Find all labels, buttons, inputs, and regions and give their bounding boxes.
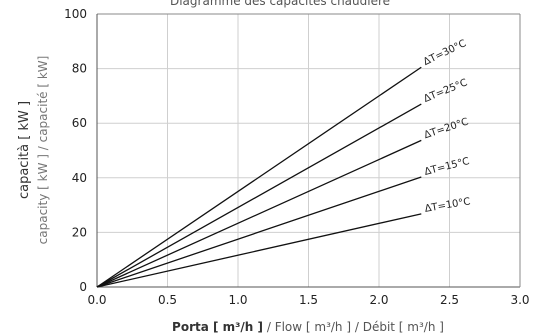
tick-labels: 0.0 0.5 1.0 1.5 2.0 2.5 3.0 0 20 40 60 80 100 bbox=[64, 7, 529, 307]
y-tick-label: 100 bbox=[64, 7, 87, 21]
y-tick-label: 0 bbox=[79, 280, 87, 294]
series-line bbox=[96, 139, 422, 288]
series-label: ΔT=15°C bbox=[423, 156, 470, 178]
y-tick-label: 60 bbox=[72, 116, 87, 130]
x-tick-label: 0.0 bbox=[87, 293, 106, 307]
series-label: ΔT=30°C bbox=[422, 38, 468, 68]
x-axis-label-main: Porta [ m³/h ] bbox=[172, 320, 263, 334]
x-axis-label-secondary: / Flow [ m³/h ] / Débit [ m³/h ] bbox=[263, 320, 444, 334]
y-tick-label: 40 bbox=[72, 171, 87, 185]
series-line bbox=[96, 213, 422, 288]
grid bbox=[97, 13, 520, 287]
x-axis-label: Porta [ m³/h ] / Flow [ m³/h ] / Débit [… bbox=[172, 320, 444, 334]
x-tick-label: 1.5 bbox=[299, 293, 318, 307]
series-label: ΔT=25°C bbox=[422, 77, 469, 105]
series-line bbox=[96, 103, 422, 288]
series-label: ΔT=20°C bbox=[423, 116, 470, 141]
x-tick-label: 3.0 bbox=[510, 293, 529, 307]
series-label: ΔT=10°C bbox=[424, 196, 471, 214]
y-axis-label-main: capacità [ kW ] bbox=[17, 101, 32, 199]
axes bbox=[96, 14, 521, 288]
y-tick-label: 20 bbox=[72, 225, 87, 239]
chart-title: Diagramme des capacités chaudière bbox=[170, 0, 390, 8]
series-line bbox=[96, 176, 422, 288]
x-tick-label: 2.5 bbox=[440, 293, 459, 307]
y-tick-label: 80 bbox=[72, 62, 87, 76]
series-line bbox=[96, 66, 422, 288]
x-tick-label: 1.0 bbox=[228, 293, 247, 307]
y-axis-label-secondary: capacity [ kW ] / capacité [ kW] bbox=[36, 56, 50, 245]
series-lines: ΔT=30°C ΔT=25°C ΔT=20°C ΔT=15°C ΔT=10°C bbox=[96, 38, 471, 288]
x-tick-label: 0.5 bbox=[158, 293, 177, 307]
x-tick-label: 2.0 bbox=[369, 293, 388, 307]
